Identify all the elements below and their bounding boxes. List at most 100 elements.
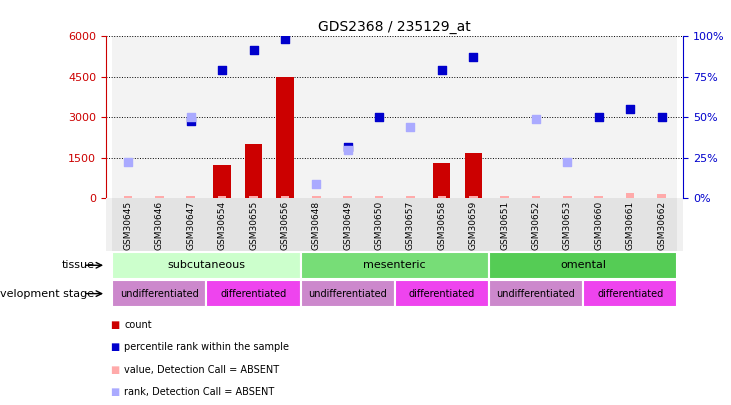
Text: GSM30655: GSM30655	[249, 201, 258, 250]
Title: GDS2368 / 235129_at: GDS2368 / 235129_at	[319, 20, 471, 34]
Bar	[344, 196, 352, 198]
Text: GSM30654: GSM30654	[218, 201, 227, 250]
Bar	[113, 252, 300, 279]
Text: GSM30649: GSM30649	[343, 201, 352, 250]
Bar	[300, 36, 332, 198]
Bar	[552, 36, 583, 198]
Text: percentile rank within the sample: percentile rank within the sample	[124, 342, 289, 352]
Bar	[489, 198, 520, 251]
Point	[656, 114, 667, 121]
Text: undifferentiated: undifferentiated	[120, 289, 199, 298]
Bar	[206, 280, 300, 307]
Bar	[269, 36, 300, 198]
Bar	[489, 280, 583, 307]
Text: subcutaneous: subcutaneous	[167, 260, 246, 270]
Text: differentiated: differentiated	[409, 289, 475, 298]
Bar	[186, 196, 195, 198]
Point	[279, 36, 291, 43]
Text: mesenteric: mesenteric	[363, 260, 426, 270]
Text: GSM30652: GSM30652	[531, 201, 540, 250]
Bar	[433, 163, 450, 198]
Bar	[206, 198, 238, 251]
Point	[185, 118, 197, 125]
Bar	[458, 198, 489, 251]
Text: GSM30648: GSM30648	[312, 201, 321, 250]
Text: GSM30646: GSM30646	[155, 201, 164, 250]
Point	[216, 67, 228, 73]
Bar	[426, 36, 458, 198]
Text: ■: ■	[110, 342, 119, 352]
Text: count: count	[124, 320, 152, 330]
Bar	[563, 196, 572, 198]
Bar	[594, 196, 603, 198]
Point	[404, 124, 416, 130]
Bar	[465, 153, 482, 198]
Text: ■: ■	[110, 364, 119, 375]
Text: GSM30661: GSM30661	[626, 201, 635, 250]
Bar	[155, 196, 164, 198]
Bar	[531, 196, 540, 198]
Bar	[300, 198, 332, 251]
Bar	[300, 280, 395, 307]
Text: GSM30659: GSM30659	[469, 201, 477, 250]
Bar	[363, 198, 395, 251]
Bar	[269, 198, 300, 251]
Text: GSM30662: GSM30662	[657, 201, 666, 250]
Bar	[238, 36, 269, 198]
Bar	[437, 196, 446, 198]
Bar	[312, 196, 321, 198]
Bar	[124, 196, 132, 198]
Bar	[249, 196, 258, 198]
Bar	[300, 252, 489, 279]
Point	[248, 47, 260, 53]
Bar	[645, 36, 677, 198]
Bar	[395, 280, 489, 307]
Bar	[238, 198, 269, 251]
Point	[311, 180, 322, 187]
Bar	[332, 198, 363, 251]
Point	[342, 144, 354, 150]
Bar	[395, 36, 426, 198]
Bar	[552, 198, 583, 251]
Bar	[583, 280, 677, 307]
Bar	[175, 36, 206, 198]
Text: undifferentiated: undifferentiated	[308, 289, 387, 298]
Text: GSM30647: GSM30647	[186, 201, 195, 250]
Text: GSM30657: GSM30657	[406, 201, 415, 250]
Bar	[583, 198, 615, 251]
Point	[374, 114, 385, 121]
Text: GSM30656: GSM30656	[281, 201, 289, 250]
Bar	[520, 198, 552, 251]
Text: differentiated: differentiated	[597, 289, 663, 298]
Bar	[458, 36, 489, 198]
Bar	[332, 36, 363, 198]
Text: GSM30653: GSM30653	[563, 201, 572, 250]
Bar	[657, 194, 666, 198]
Bar	[113, 280, 206, 307]
Bar	[520, 36, 552, 198]
Bar	[375, 196, 383, 198]
Bar	[489, 36, 520, 198]
Point	[436, 67, 447, 73]
Point	[624, 106, 636, 113]
Point	[342, 147, 354, 153]
Bar	[489, 252, 677, 279]
Bar	[500, 196, 509, 198]
Text: ■: ■	[110, 320, 119, 330]
Point	[122, 159, 134, 165]
Bar	[206, 36, 238, 198]
Bar	[144, 198, 175, 251]
Bar	[363, 36, 395, 198]
Bar	[144, 36, 175, 198]
Bar	[113, 198, 144, 251]
Bar	[281, 196, 289, 198]
Bar	[213, 165, 231, 198]
Bar	[645, 198, 677, 251]
Bar	[426, 198, 458, 251]
Bar	[615, 198, 645, 251]
Bar	[113, 36, 144, 198]
Point	[561, 159, 573, 165]
Point	[185, 114, 197, 121]
Bar	[615, 36, 645, 198]
Text: rank, Detection Call = ABSENT: rank, Detection Call = ABSENT	[124, 387, 275, 397]
